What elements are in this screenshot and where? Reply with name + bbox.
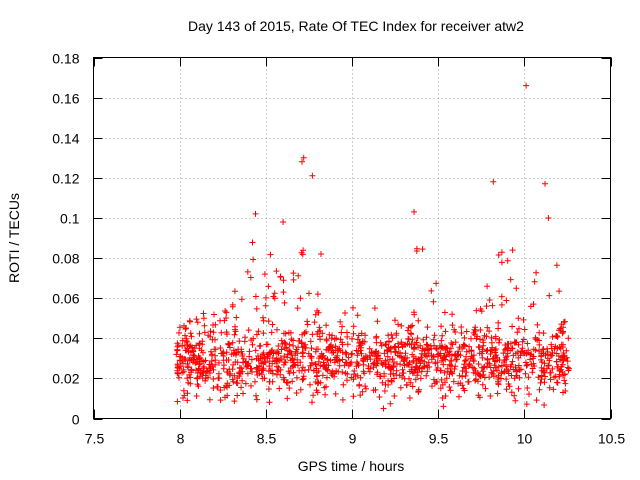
x-tick-label: 7.5 <box>85 431 105 447</box>
x-tick-label: 9 <box>349 431 357 447</box>
y-tick-label: 0.08 <box>52 251 79 267</box>
x-tick-label: 10 <box>517 431 533 447</box>
x-tick-label: 8 <box>177 431 185 447</box>
y-tick-label: 0.12 <box>52 171 79 187</box>
scatter-markers <box>173 82 572 412</box>
y-axis-label: ROTI / TECUs <box>6 193 22 283</box>
y-tick-label: 0 <box>72 412 80 428</box>
x-axis-label: GPS time / hours <box>298 458 405 474</box>
y-tick-label: 0.14 <box>52 131 79 147</box>
y-tick-label: 0.04 <box>52 331 79 347</box>
y-tick-label: 0.18 <box>52 51 79 67</box>
y-tick-labels: 0 0.02 0.04 0.06 0.08 0.1 0.12 0.14 0.16 0.18 <box>52 51 79 428</box>
data-points <box>173 82 572 412</box>
y-tick-label: 0.02 <box>52 371 79 387</box>
x-tick-label: 9.5 <box>429 431 449 447</box>
x-tick-label: 10.5 <box>598 431 625 447</box>
x-tick-label: 8.5 <box>257 431 277 447</box>
x-tick-labels: 7.5 8 8.5 9 9.5 10 10.5 <box>85 431 626 447</box>
chart-title: Day 143 of 2015, Rate Of TEC Index for r… <box>188 18 524 34</box>
y-tick-label: 0.16 <box>52 91 79 107</box>
y-tick-label: 0.06 <box>52 291 79 307</box>
axis-ticks <box>93 57 612 420</box>
y-tick-label: 0.1 <box>60 211 80 227</box>
